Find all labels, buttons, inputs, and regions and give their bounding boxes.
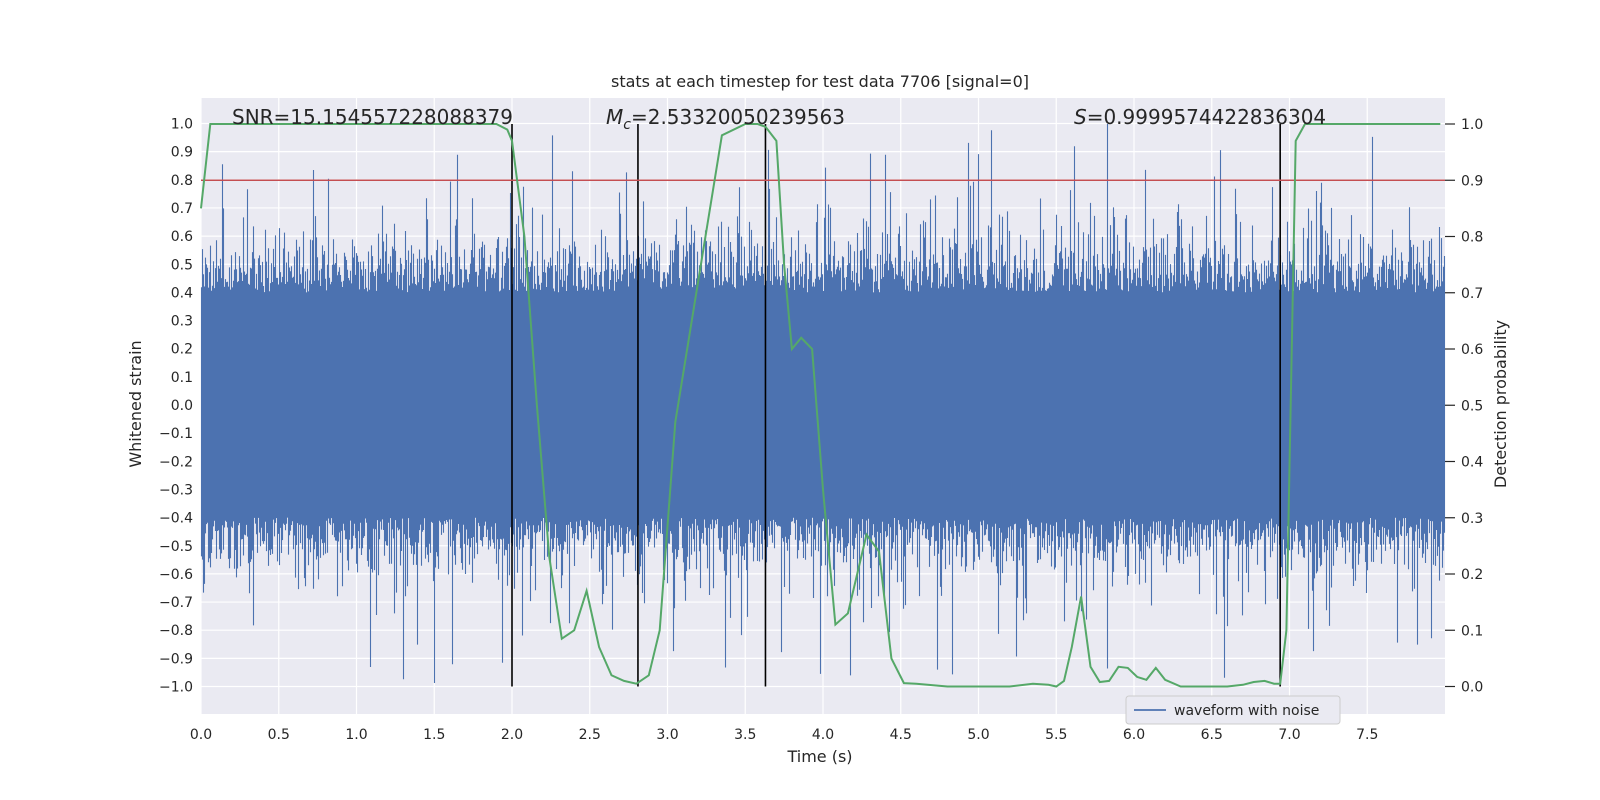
- x-tick-label: 6.5: [1201, 727, 1223, 743]
- y-tick-label: 0.7: [171, 201, 193, 217]
- y2-tick-label: 0.2: [1461, 567, 1483, 583]
- y-tick-label: −0.9: [159, 651, 193, 667]
- y2-tick-label: 0.0: [1461, 680, 1483, 696]
- s-annotation: S=0.9999574422836304: [1074, 105, 1326, 129]
- y-tick-label: 0.6: [171, 229, 193, 245]
- x-tick-label: 2.5: [579, 727, 601, 743]
- x-tick-label: 5.0: [967, 727, 989, 743]
- probability-line: [200, 123, 1441, 688]
- y2-tick-label: 0.9: [1461, 173, 1483, 189]
- chart-title: stats at each timestep for test data 770…: [611, 72, 1029, 91]
- s-symbol: S: [1074, 105, 1087, 129]
- x-tick-label: 4.5: [890, 727, 912, 743]
- x-tick-label: 0.5: [268, 727, 290, 743]
- y-tick-label: 0.0: [171, 398, 193, 414]
- y2-tick-label: 0.7: [1461, 286, 1483, 302]
- y-tick-label: 0.9: [171, 145, 193, 161]
- x-axis: 0.0 0.5 1.0 1.5 2.0 2.5 3.0 3.5 4.0 4.5 5.0 5.5 6.0 6…: [190, 727, 1379, 743]
- s-value: =0.9999574422836304: [1087, 105, 1326, 129]
- y-tick-label: −0.2: [159, 454, 193, 470]
- x-tick-label: 1.5: [423, 727, 445, 743]
- x-axis-label: Time (s): [786, 747, 852, 766]
- y-tick-label: 0.8: [171, 173, 193, 189]
- y2-tick-label: 0.8: [1461, 230, 1483, 246]
- y-tick-label: −0.7: [159, 595, 193, 611]
- y-tick-label: −0.5: [159, 539, 193, 555]
- y2-tick-label: 0.6: [1461, 342, 1483, 358]
- y-tick-label: 0.3: [171, 314, 193, 330]
- y-tick-label: −0.8: [159, 623, 193, 639]
- x-tick-label: 1.0: [345, 727, 367, 743]
- snr-annotation: SNR=15.154557228088379: [232, 105, 513, 129]
- x-tick-label: 4.0: [812, 727, 834, 743]
- legend: waveform with noise: [1125, 695, 1341, 725]
- x-tick-label: 3.5: [734, 727, 756, 743]
- legend-label: waveform with noise: [1174, 703, 1319, 719]
- chirp-mass-annotation: Mc=2.53320050239563: [606, 105, 845, 133]
- y-tick-label: −0.4: [159, 511, 193, 527]
- x-tick-label: 3.0: [656, 727, 678, 743]
- legend-box: [1125, 695, 1341, 725]
- y-tick-label: 0.2: [171, 342, 193, 358]
- x-tick-label: 6.0: [1123, 727, 1145, 743]
- y2-tick-label: 0.4: [1461, 455, 1483, 471]
- y2-tick-label: 0.5: [1461, 398, 1483, 414]
- y-tick-label: −0.6: [159, 567, 193, 583]
- y-tick-label: 0.4: [171, 285, 193, 301]
- y-axis-label: Whitened strain: [126, 340, 145, 467]
- y-tick-label: −0.1: [159, 426, 193, 442]
- y-tick-label: 0.5: [171, 257, 193, 273]
- y-axis-left: 1.0 0.9 0.8 0.7 0.6 0.5 0.4 0.3 0.2 0.1 0.0 −0.1 −0.…: [159, 117, 193, 696]
- y2-tick-label: 0.1: [1461, 623, 1483, 639]
- y-tick-label: −0.3: [159, 482, 193, 498]
- x-tick-label: 7.5: [1356, 727, 1378, 743]
- x-tick-label: 5.5: [1045, 727, 1067, 743]
- chirp-mass-subscript: c: [623, 117, 631, 133]
- y-tick-label: 1.0: [171, 117, 193, 133]
- event-lines: [511, 124, 1281, 687]
- chirp-mass-symbol: M: [606, 105, 623, 129]
- y-tick-label: 0.1: [171, 370, 193, 386]
- y2-tick-label: 1.0: [1461, 117, 1483, 133]
- x-tick-label: 2.0: [501, 727, 523, 743]
- chirp-mass-value: =2.53320050239563: [631, 105, 845, 129]
- y-axis-right: 1.0 0.9 0.8 0.7 0.6 0.5 0.4 0.3 0.2 0.1 0.0: [1445, 117, 1483, 696]
- y2-tick-label: 0.3: [1461, 511, 1483, 527]
- x-tick-label: 7.0: [1278, 727, 1300, 743]
- y-tick-label: −1.0: [159, 680, 193, 696]
- x-tick-label: 0.0: [190, 727, 212, 743]
- y2-axis-label: Detection probability: [1491, 320, 1510, 488]
